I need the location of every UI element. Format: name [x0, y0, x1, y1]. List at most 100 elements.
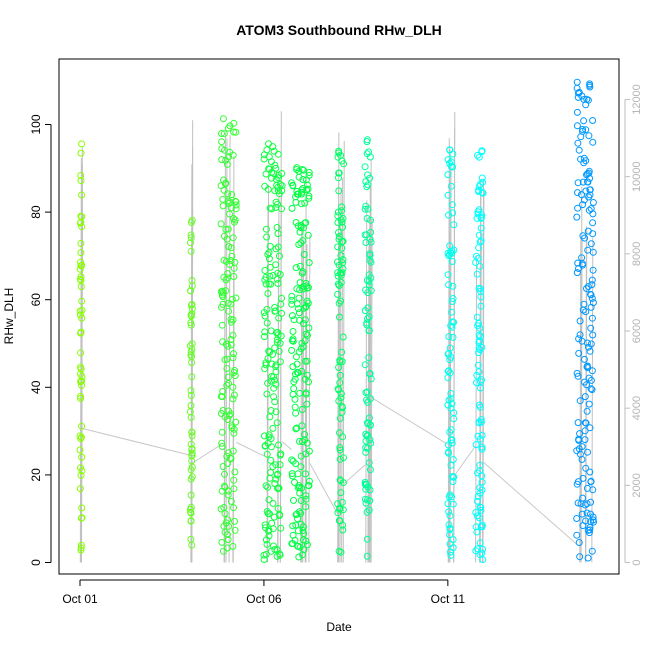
data-point	[476, 489, 484, 497]
data-point	[264, 290, 272, 297]
data-point	[478, 147, 486, 155]
data-point	[293, 360, 301, 368]
data-point	[586, 186, 594, 194]
data-point	[589, 210, 597, 218]
data-point	[478, 431, 486, 439]
data-point	[578, 191, 585, 199]
data-point	[224, 460, 232, 467]
data-point	[361, 163, 369, 171]
data-point	[445, 333, 453, 341]
data-point	[574, 478, 582, 486]
data-point	[336, 379, 344, 387]
data-point	[218, 538, 226, 546]
data-point	[266, 474, 274, 482]
data-point	[445, 448, 452, 456]
data-point	[229, 542, 237, 550]
data-point	[449, 500, 457, 508]
data-point	[444, 171, 452, 179]
data-point	[583, 95, 591, 103]
data-point	[583, 339, 591, 347]
data-point	[573, 213, 581, 221]
data-point	[275, 441, 283, 449]
data-point	[291, 478, 298, 486]
data-point	[269, 525, 277, 533]
data-point	[586, 524, 594, 531]
data-point	[228, 191, 236, 199]
data-point	[229, 151, 237, 159]
data-point	[292, 264, 300, 272]
data-point	[363, 183, 371, 191]
data-point	[218, 439, 226, 447]
data-point	[261, 521, 269, 529]
data-point	[447, 390, 455, 397]
altitude-profile	[580, 187, 583, 563]
data-point	[188, 541, 196, 549]
data-point	[335, 229, 342, 236]
data-point	[273, 181, 281, 189]
data-point	[299, 551, 307, 559]
plot-frame	[58, 58, 620, 575]
data-point	[263, 450, 271, 458]
data-point	[270, 513, 278, 521]
data-point	[218, 487, 226, 495]
data-point	[363, 215, 371, 222]
chart-title: ATOM3 Southbound RHw_DLH	[236, 22, 442, 38]
data-point	[588, 547, 596, 555]
data-point	[473, 528, 481, 536]
x-axis-label: Date	[326, 620, 352, 634]
data-point	[76, 311, 84, 319]
data-point	[573, 122, 581, 130]
data-point	[473, 512, 481, 520]
data-point	[77, 349, 85, 357]
data-point	[587, 477, 595, 485]
data-point	[288, 296, 296, 304]
data-point	[77, 149, 85, 157]
data-point	[227, 204, 235, 212]
data-point	[444, 367, 452, 375]
data-point	[575, 349, 583, 357]
data-point	[363, 231, 371, 239]
data-point	[296, 228, 304, 236]
data-point	[274, 150, 282, 158]
data-point	[274, 505, 282, 512]
data-point	[271, 480, 279, 488]
data-point	[589, 199, 597, 206]
data-point	[292, 511, 300, 519]
data-point	[475, 153, 483, 161]
data-point	[77, 258, 85, 266]
data-point	[476, 324, 484, 332]
data-point	[274, 243, 282, 251]
data-point	[575, 445, 583, 453]
data-point	[276, 451, 284, 459]
data-point	[335, 386, 343, 394]
data-point	[229, 316, 237, 324]
data-point	[444, 271, 452, 279]
data-point	[574, 139, 582, 147]
data-point	[363, 508, 371, 516]
data-point	[365, 506, 373, 514]
data-point	[297, 452, 305, 460]
data-point	[77, 433, 85, 441]
data-point	[77, 240, 85, 247]
data-point	[272, 380, 280, 388]
data-point	[473, 214, 481, 222]
data-point	[303, 371, 311, 379]
data-point	[477, 332, 485, 340]
data-point	[78, 306, 86, 314]
data-point	[220, 273, 228, 281]
data-point	[293, 424, 301, 432]
data-point	[473, 379, 480, 387]
y-tick-label-right: 4000	[631, 396, 643, 420]
data-point	[230, 350, 237, 358]
data-point	[301, 219, 309, 227]
data-point	[449, 209, 457, 217]
data-point	[298, 406, 306, 413]
data-point	[229, 331, 237, 339]
x-tick-label: Oct 06	[246, 592, 282, 606]
data-point	[445, 508, 453, 516]
data-point	[77, 471, 85, 479]
data-point	[290, 316, 298, 324]
data-point	[302, 302, 310, 310]
data-point	[478, 174, 486, 182]
